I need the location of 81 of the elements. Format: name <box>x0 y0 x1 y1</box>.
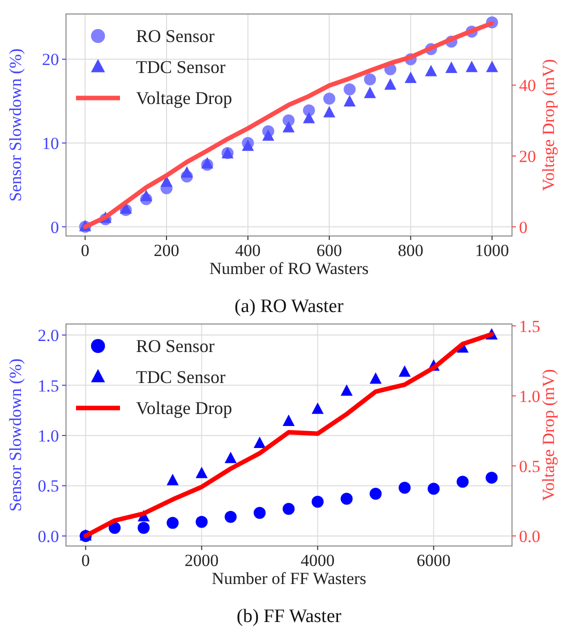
x-tick-label: 1000 <box>475 241 510 260</box>
point <box>196 516 208 528</box>
point <box>370 372 382 384</box>
point <box>224 510 237 523</box>
y-tick-label: 20 <box>42 50 59 70</box>
point <box>340 492 353 505</box>
legend-label: TDC Sensor <box>136 57 226 77</box>
y-tick-label: 2.0 <box>38 326 59 346</box>
point <box>196 466 208 478</box>
point <box>364 86 376 98</box>
x-tick-label: 6000 <box>416 551 451 570</box>
point <box>340 384 353 396</box>
point <box>384 78 396 90</box>
point <box>323 92 336 105</box>
y-tick-label: 0 <box>50 218 59 237</box>
legend-label: Voltage Drop <box>136 398 232 418</box>
point <box>344 95 356 106</box>
text: (b) FF Waster <box>236 606 342 627</box>
point <box>166 474 179 486</box>
y-tick-label: 0.5 <box>38 476 59 496</box>
x-tick-label: 800 <box>398 241 424 260</box>
point <box>344 83 356 96</box>
point <box>486 60 498 72</box>
point <box>398 365 411 377</box>
point <box>456 476 469 488</box>
point <box>312 496 324 508</box>
y2-tick-label: 0.5 <box>519 456 540 476</box>
point <box>323 106 336 118</box>
y2-axis-title: Voltage Drop (mV) <box>539 369 558 501</box>
y-tick-label: 10 <box>42 134 59 154</box>
text: (a) RO Waster <box>234 296 344 317</box>
legend-label: TDC Sensor <box>136 367 226 387</box>
point <box>302 112 315 124</box>
x-tick-label: 4000 <box>300 551 335 570</box>
y-axis-title: Sensor Slowdown (%) <box>6 358 25 512</box>
point <box>404 72 417 84</box>
x-tick-label: 600 <box>316 241 342 260</box>
legend-label: RO Sensor <box>136 336 215 356</box>
point <box>370 488 382 500</box>
point <box>138 522 150 534</box>
point <box>282 502 295 515</box>
point <box>180 166 193 178</box>
point <box>486 472 498 484</box>
x-axis-title: Number of RO Wasters <box>209 259 369 278</box>
x-tick-label: 200 <box>154 241 180 260</box>
y2-axis-title: Voltage Drop (mV) <box>539 59 558 191</box>
point <box>224 452 237 464</box>
point <box>364 73 376 86</box>
point <box>282 121 295 132</box>
x-tick-label: 400 <box>235 241 261 260</box>
y2-tick-label: 0.0 <box>519 526 540 546</box>
point <box>282 414 295 426</box>
point <box>302 104 315 116</box>
y-tick-label: 1.0 <box>38 426 59 446</box>
point <box>262 129 274 141</box>
y-tick-label: 0.0 <box>38 526 59 546</box>
y2-tick-label: 1.0 <box>519 386 540 406</box>
x-axis-title: Number of FF Wasters <box>212 569 366 588</box>
y2-tick-label: 20 <box>519 146 536 166</box>
point <box>254 506 266 519</box>
point <box>445 62 458 73</box>
point <box>108 522 121 534</box>
y2-tick-label: 1.5 <box>519 316 540 336</box>
y-axis-title: Sensor Slowdown (%) <box>6 48 25 202</box>
x-tick-label: 2000 <box>184 551 219 570</box>
point <box>312 402 324 414</box>
y-tick-label: 1.5 <box>38 376 59 396</box>
legend-label: RO Sensor <box>136 26 215 46</box>
point <box>428 482 440 495</box>
point <box>166 516 179 529</box>
legend-label: Voltage Drop <box>136 88 232 108</box>
point <box>254 436 266 448</box>
point <box>466 60 478 72</box>
x-tick-label: 0 <box>80 241 90 260</box>
point <box>201 157 214 168</box>
point <box>398 482 411 494</box>
y2-tick-label: 0 <box>519 218 528 237</box>
point <box>140 190 152 202</box>
x-tick-label: 0 <box>81 551 90 570</box>
y2-tick-label: 40 <box>519 76 536 96</box>
point <box>425 64 438 76</box>
